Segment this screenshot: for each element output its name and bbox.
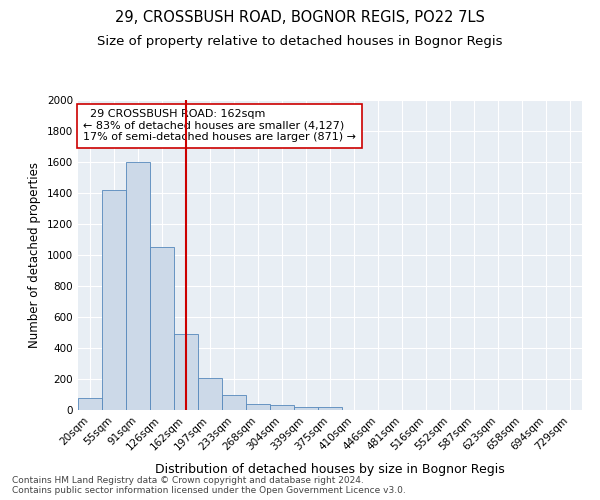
Bar bbox=[318, 407, 342, 410]
Text: 29 CROSSBUSH ROAD: 162sqm
← 83% of detached houses are smaller (4,127)
17% of se: 29 CROSSBUSH ROAD: 162sqm ← 83% of detac… bbox=[83, 110, 356, 142]
X-axis label: Distribution of detached houses by size in Bognor Regis: Distribution of detached houses by size … bbox=[155, 463, 505, 476]
Bar bbox=[198, 378, 222, 410]
Bar bbox=[246, 404, 270, 410]
Text: Contains HM Land Registry data © Crown copyright and database right 2024.
Contai: Contains HM Land Registry data © Crown c… bbox=[12, 476, 406, 495]
Y-axis label: Number of detached properties: Number of detached properties bbox=[28, 162, 41, 348]
Bar bbox=[174, 334, 198, 410]
Bar bbox=[102, 190, 126, 410]
Bar bbox=[150, 247, 174, 410]
Bar bbox=[222, 394, 246, 410]
Text: 29, CROSSBUSH ROAD, BOGNOR REGIS, PO22 7LS: 29, CROSSBUSH ROAD, BOGNOR REGIS, PO22 7… bbox=[115, 10, 485, 25]
Bar bbox=[270, 406, 294, 410]
Bar bbox=[294, 406, 318, 410]
Bar bbox=[78, 398, 102, 410]
Text: Size of property relative to detached houses in Bognor Regis: Size of property relative to detached ho… bbox=[97, 35, 503, 48]
Bar bbox=[126, 162, 150, 410]
